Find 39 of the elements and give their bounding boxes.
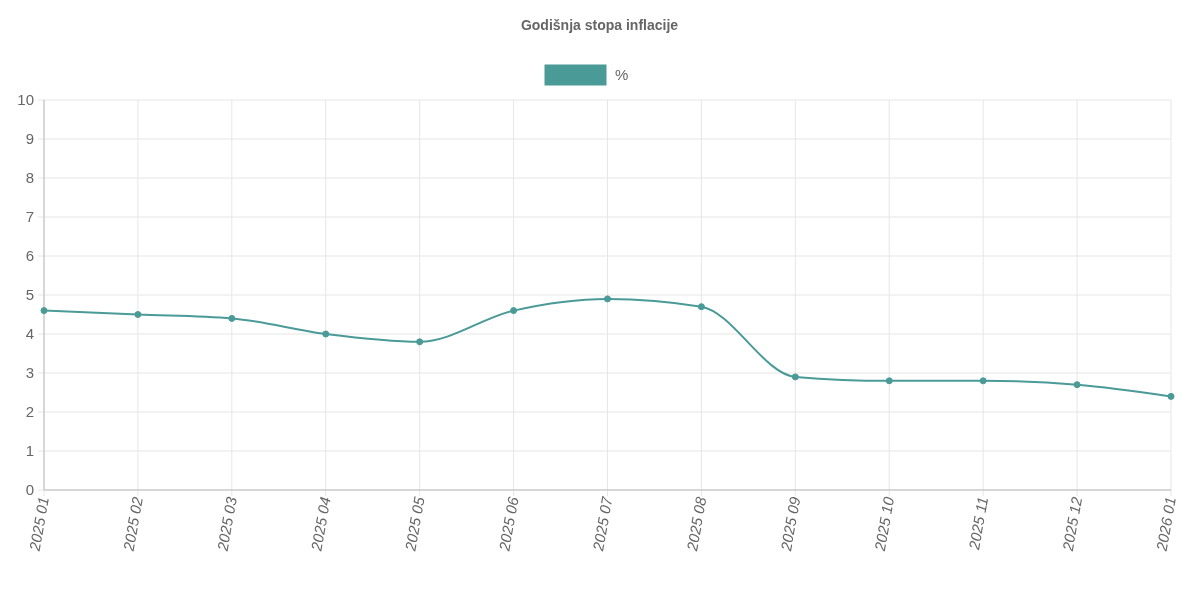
x-tick-label: 2025 03: [213, 494, 240, 553]
x-tick-label: 2025 07: [589, 494, 616, 553]
point: [697, 303, 705, 311]
legend-label: %: [615, 66, 629, 83]
x-tick-label: 2025 04: [307, 495, 334, 553]
x-tick-label: 2025 11: [964, 495, 992, 552]
y-tick-label: 5: [25, 286, 34, 303]
point: [604, 295, 611, 303]
point: [228, 314, 236, 322]
point: [885, 377, 893, 385]
y-tick-label: 10: [17, 91, 34, 108]
y-tick-label: 4: [25, 325, 34, 342]
y-tick-label: 8: [25, 169, 34, 186]
y-tick-label: 0: [25, 481, 34, 498]
x-tick-label: 2025 10: [870, 494, 898, 553]
point: [791, 373, 799, 381]
x-tick-label: 2025 09: [776, 494, 804, 553]
x-tick-label: 2026 01: [1152, 495, 1179, 553]
point: [322, 330, 330, 338]
point: [979, 377, 987, 385]
point: [1167, 392, 1175, 400]
x-tick-label: 2025 01: [25, 495, 52, 553]
point: [416, 338, 424, 346]
point: [134, 311, 142, 318]
x-tick-label: 2025 08: [683, 494, 710, 553]
y-tick-label: 9: [25, 130, 34, 147]
point: [510, 307, 518, 315]
x-tick-label: 2025 12: [1058, 494, 1086, 553]
chart-title: Godišnja stopa inflacije: [520, 17, 679, 33]
point: [40, 307, 48, 315]
y-tick-label: 2: [25, 403, 34, 420]
y-tick-label: 1: [25, 442, 34, 459]
x-tick-label: 2025 05: [401, 494, 428, 553]
x-tick-label: 2025 06: [495, 494, 522, 553]
y-tick-label: 6: [25, 247, 34, 264]
x-tick-label: 2025 02: [119, 494, 146, 553]
point: [1073, 381, 1081, 389]
y-tick-label: 7: [25, 208, 34, 225]
y-tick-label: 3: [25, 364, 34, 381]
